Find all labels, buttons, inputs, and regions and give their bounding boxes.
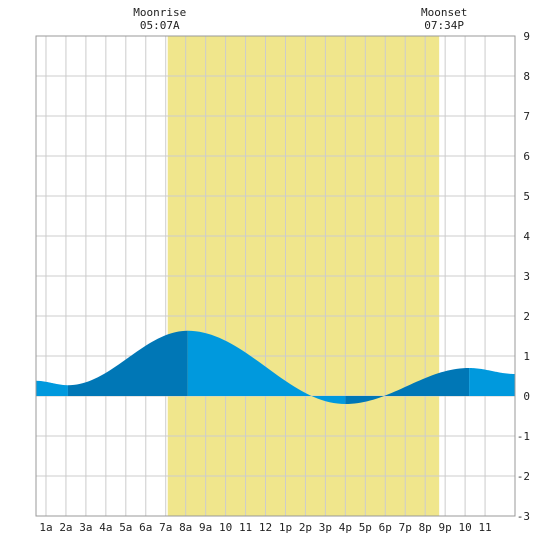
y-tick-label: 3	[523, 270, 530, 283]
y-tick-label: 5	[523, 190, 530, 203]
x-tick-label: 6a	[139, 521, 152, 534]
moonrise-label: Moonrise	[133, 6, 186, 19]
x-tick-label: 1a	[39, 521, 52, 534]
grid	[36, 35, 515, 517]
x-tick-label: 9a	[199, 521, 212, 534]
moonset-time: 07:34P	[424, 19, 464, 32]
x-tick-label: 11	[239, 521, 252, 534]
tide-area	[36, 330, 515, 404]
tide-segment-rising	[345, 368, 470, 404]
y-tick-label: -1	[517, 430, 530, 443]
x-tick-label: 12	[259, 521, 272, 534]
y-tick-label: 9	[523, 30, 530, 43]
x-tick-label: 2p	[299, 521, 312, 534]
x-axis-labels: 1a 2a 3a 4a 5a 6a 7a 8a 9a 10 11 12 1p 2p 3p 4p 5p 6p 7p 8p…	[39, 521, 491, 534]
x-tick-label: 2a	[59, 521, 72, 534]
x-tick-label: 10	[458, 521, 471, 534]
moonrise-time: 05:07A	[140, 19, 180, 32]
x-tick-label: 1p	[279, 521, 292, 534]
y-tick-label: 7	[523, 110, 530, 123]
y-tick-label: 0	[523, 390, 530, 403]
tide-segment-falling	[187, 330, 346, 404]
x-tick-label: 7a	[159, 521, 172, 534]
y-tick-label: 1	[523, 350, 530, 363]
y-tick-label: -3	[517, 510, 530, 523]
x-tick-label: 10	[219, 521, 232, 534]
x-tick-label: 8a	[179, 521, 192, 534]
x-tick-label: 5p	[359, 521, 372, 534]
x-tick-label: 3a	[79, 521, 92, 534]
tide-segment-falling	[469, 368, 515, 396]
y-tick-label: 6	[523, 150, 530, 163]
x-tick-label: 5a	[119, 521, 132, 534]
plot-frame	[35, 35, 516, 517]
x-tick-label: 4p	[339, 521, 352, 534]
x-tick-label: 11	[478, 521, 491, 534]
x-tick-label: 6p	[379, 521, 392, 534]
y-tick-label: -2	[517, 470, 530, 483]
x-tick-label: 3p	[319, 521, 332, 534]
y-tick-label: 2	[523, 310, 530, 323]
x-tick-label: 7p	[399, 521, 412, 534]
x-tick-label: 8p	[419, 521, 432, 534]
x-tick-label: 9p	[439, 521, 452, 534]
y-axis-labels: -3 -2 -1 0 1 2 3 4 5 6 7 8 9	[517, 30, 531, 523]
tide-segment-rising	[67, 330, 188, 396]
y-tick-label: 4	[523, 230, 530, 243]
moonset-label: Moonset	[421, 6, 467, 19]
y-tick-label: 8	[523, 70, 530, 83]
x-tick-label: 4a	[99, 521, 112, 534]
tide-segment-falling	[36, 380, 68, 396]
